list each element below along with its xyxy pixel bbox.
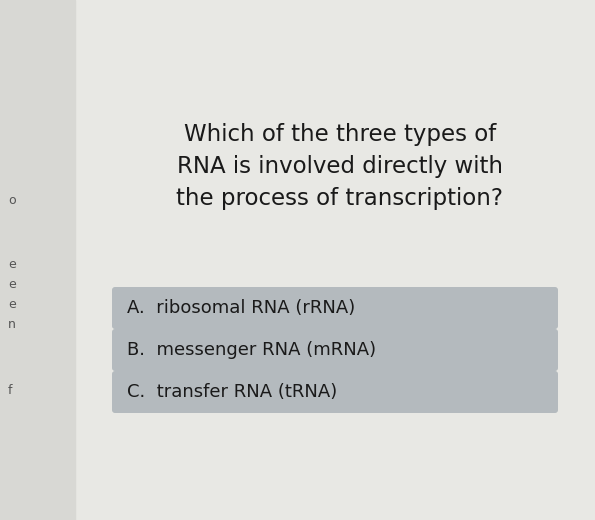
Text: the process of transcription?: the process of transcription?	[177, 188, 503, 211]
Bar	[0, 0, 75, 520]
Text: RNA is involved directly with: RNA is involved directly with	[177, 155, 503, 178]
Text: B.  messenger RNA (mRNA): B. messenger RNA (mRNA)	[127, 341, 376, 359]
FancyBboxPatch shape	[112, 329, 558, 371]
Text: e: e	[8, 279, 15, 292]
Text: Which of the three types of: Which of the three types of	[184, 123, 496, 147]
Text: n: n	[8, 318, 16, 332]
Text: e: e	[8, 298, 15, 311]
Text: f: f	[8, 384, 12, 396]
Text: o: o	[8, 193, 15, 206]
FancyBboxPatch shape	[112, 371, 558, 413]
Text: e: e	[8, 258, 15, 271]
Text: C.  transfer RNA (tRNA): C. transfer RNA (tRNA)	[127, 383, 337, 401]
Text: A.  ribosomal RNA (rRNA): A. ribosomal RNA (rRNA)	[127, 299, 355, 317]
FancyBboxPatch shape	[112, 287, 558, 329]
